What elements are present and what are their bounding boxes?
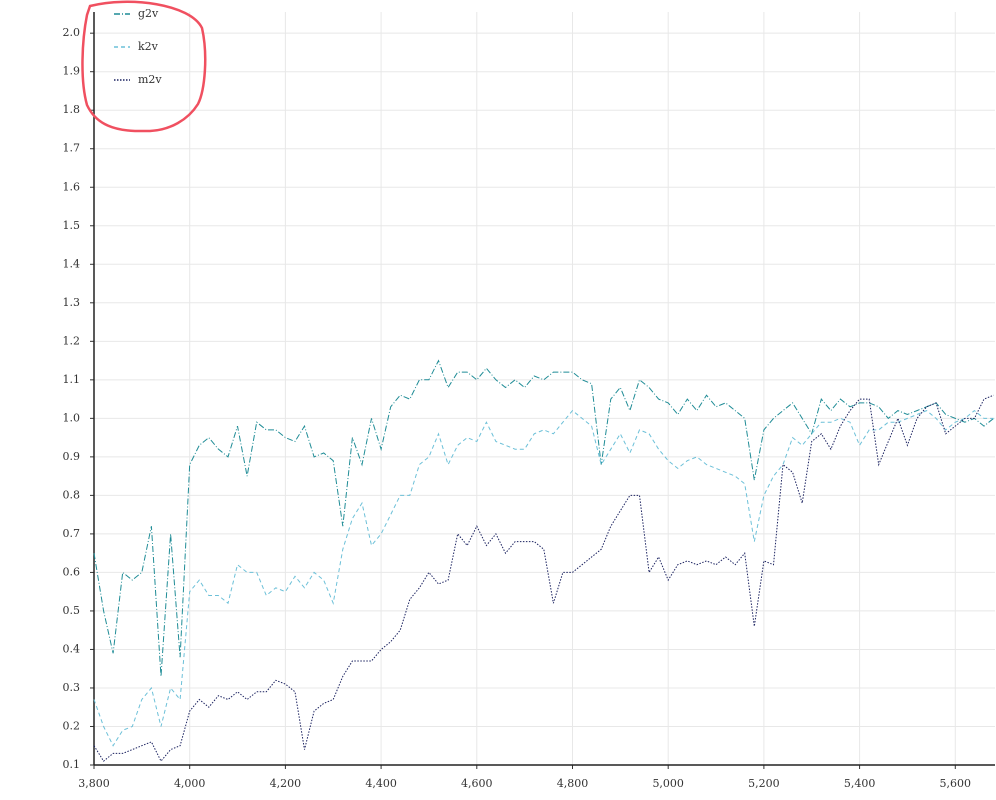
y-tick-label: 0.5	[63, 604, 81, 617]
x-tick-label: 4,200	[270, 777, 302, 790]
y-tick-label: 1.2	[63, 334, 81, 347]
x-tick-label: 5,600	[940, 777, 972, 790]
highlight-circle	[81, 0, 207, 133]
y-tick-label: 1.5	[63, 219, 81, 232]
legend-label: k2v	[138, 40, 159, 53]
y-tick-label: 1.9	[63, 65, 81, 78]
y-tick-label: 0.9	[63, 450, 81, 463]
y-tick-label: 0.6	[63, 565, 81, 578]
legend-label: g2v	[138, 7, 159, 20]
y-tick-label: 0.4	[63, 642, 81, 655]
x-tick-label: 3,800	[78, 777, 110, 790]
legend-label: m2v	[138, 73, 162, 86]
y-tick-label: 0.7	[63, 527, 81, 540]
x-tick-label: 4,400	[365, 777, 397, 790]
y-tick-label: 0.2	[63, 719, 81, 732]
y-tick-label: 2.0	[63, 26, 81, 39]
y-tick-label: 0.1	[63, 758, 81, 771]
y-tick-label: 1.7	[63, 142, 81, 155]
x-tick-label: 5,200	[748, 777, 780, 790]
x-tick-label: 5,000	[652, 777, 684, 790]
series-line	[93, 359, 994, 677]
y-tick-label: 1.4	[63, 257, 81, 270]
y-tick-label: 0.3	[63, 681, 81, 694]
x-tick-label: 5,400	[844, 777, 876, 790]
x-tick-label: 4,000	[174, 777, 206, 790]
y-tick-label: 1.8	[63, 103, 81, 116]
y-tick-label: 0.8	[63, 488, 81, 501]
x-tick-label: 4,800	[557, 777, 589, 790]
x-tick-label: 4,600	[461, 777, 493, 790]
series-line	[93, 394, 994, 763]
y-tick-label: 1.6	[63, 180, 81, 193]
y-tick-label: 1.0	[63, 411, 81, 424]
series-line	[93, 409, 994, 747]
y-tick-label: 1.1	[63, 373, 81, 386]
y-tick-label: 1.3	[63, 296, 81, 309]
